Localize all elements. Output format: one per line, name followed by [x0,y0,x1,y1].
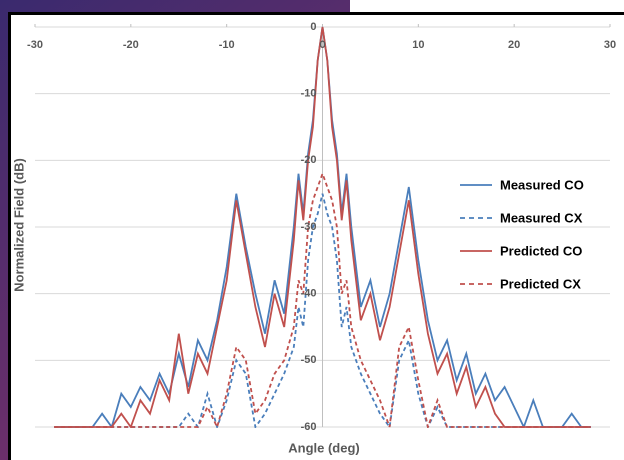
y-tick-label: -50 [301,354,317,366]
labels: 0 -10 -20 -30 -40 -50 -60 -30 -20 -10 0 10 20 30 Measu… [27,21,616,433]
x-tick-label: -30 [27,39,43,51]
x-tick-label: 0 [319,39,325,51]
legend-label: Measured CX [500,210,583,225]
series-line [54,26,591,428]
x-tick-label: -10 [219,39,235,51]
x-tick-label: 10 [412,39,424,51]
y-tick-label: 0 [310,21,316,33]
y-tick-label: -40 [301,288,317,300]
x-tick-label: 20 [508,39,520,51]
y-axis-title: Normalized Field (dB) [11,158,26,292]
y-tick-label: -20 [301,154,317,166]
chart-frame [8,12,624,460]
y-tick-label: -60 [301,421,317,433]
x-tick-label: 30 [604,39,616,51]
toolbar-strip [350,0,624,12]
legend-label: Measured CO [500,177,584,192]
legend-label: Predicted CO [500,243,582,258]
plot-area [54,26,591,428]
legend-label: Predicted CX [500,276,581,291]
y-tick-label: -30 [301,221,317,233]
y-tick-label: -10 [301,88,317,100]
x-axis-title: Angle (deg) [288,440,360,455]
series-line [54,171,591,428]
x-tick-label: -20 [123,39,139,51]
